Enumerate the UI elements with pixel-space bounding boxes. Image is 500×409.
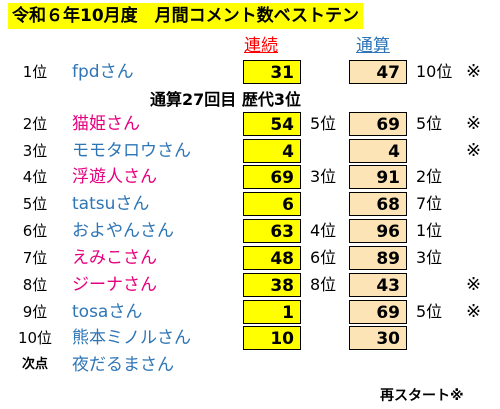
total-count: 68 [349, 192, 407, 216]
total-header: 通算 [356, 36, 390, 56]
total-rank: 3位 [416, 248, 443, 267]
commenter-name: モモタロウさん [72, 141, 191, 161]
consecutive-count: 6 [243, 192, 301, 216]
milestone-note: 通算27回目 歴代3位 [150, 90, 301, 109]
commenter-name: 夜だるまさん [72, 355, 174, 375]
table-row: 7位 えみこさん 48 6位 89 3位 [0, 245, 500, 271]
rank-label: 5位 [22, 195, 48, 213]
rank-label: 6位 [22, 222, 48, 240]
restart-note: 再スタート※ [380, 388, 464, 404]
commenter-name: tosaさん [72, 302, 143, 322]
commenter-name: 熊本ミノルさん [72, 328, 191, 348]
commenter-name: 浮遊人さん [72, 167, 157, 187]
restart-mark: ※ [466, 113, 482, 134]
commenter-name: およやんさん [72, 221, 174, 241]
page-title: 令和６年10月度 月間コメント数ベストテン [8, 3, 363, 29]
commenter-name: fpdさん [72, 62, 134, 82]
table-row: 1位 fpdさん 31 47 10位 ※ [0, 59, 500, 85]
table-row: 10位 熊本ミノルさん 10 30 [0, 325, 500, 351]
total-rank: 10位 [416, 62, 453, 81]
consecutive-rank: 8位 [310, 275, 337, 294]
rank-label: 9位 [22, 303, 48, 321]
total-count: 4 [349, 139, 407, 163]
table-row: 3位 モモタロウさん 4 4 ※ [0, 138, 500, 164]
rank-label: 4位 [22, 168, 48, 186]
rank-label: 2位 [22, 115, 48, 133]
consecutive-count: 31 [243, 60, 301, 84]
consecutive-rank: 5位 [310, 114, 337, 133]
consecutive-rank: 6位 [310, 248, 337, 267]
rank-label: 3位 [22, 142, 48, 160]
table-row: 4位 浮遊人さん 69 3位 91 2位 [0, 164, 500, 190]
consecutive-count: 10 [243, 326, 301, 350]
commenter-name: えみこさん [72, 248, 157, 268]
commenter-name: tatsuさん [72, 194, 150, 214]
rank-label: 次点 [21, 357, 48, 372]
total-rank: 5位 [416, 302, 443, 321]
restart-mark: ※ [466, 274, 482, 295]
total-count: 91 [349, 165, 407, 189]
total-rank: 1位 [416, 221, 443, 240]
consecutive-count: 69 [243, 165, 301, 189]
total-rank: 5位 [416, 114, 443, 133]
consecutive-count: 48 [243, 246, 301, 270]
rank-label: 7位 [22, 249, 48, 267]
total-count: 96 [349, 219, 407, 243]
table-row: 6位 およやんさん 63 4位 96 1位 [0, 218, 500, 244]
consecutive-header: 連続 [244, 36, 278, 56]
total-count: 69 [349, 112, 407, 136]
total-count: 69 [349, 300, 407, 324]
restart-mark: ※ [466, 140, 482, 161]
consecutive-count: 38 [243, 273, 301, 297]
total-count: 89 [349, 246, 407, 270]
table-row: 5位 tatsuさん 6 68 7位 [0, 191, 500, 217]
consecutive-count: 54 [243, 112, 301, 136]
consecutive-rank: 3位 [310, 167, 337, 186]
total-count: 43 [349, 273, 407, 297]
rank-label: 1位 [22, 63, 48, 81]
rank-label: 8位 [22, 276, 48, 294]
total-rank: 2位 [416, 167, 443, 186]
table-row: 2位 猫姫さん 54 5位 69 5位 ※ [0, 111, 500, 137]
commenter-name: ジーナさん [72, 275, 157, 295]
restart-mark: ※ [466, 61, 482, 82]
consecutive-rank: 4位 [310, 221, 337, 240]
total-count: 47 [349, 60, 407, 84]
table-row: 次点 夜だるまさん [0, 352, 500, 378]
consecutive-count: 1 [243, 300, 301, 324]
total-count: 30 [349, 326, 407, 350]
total-rank: 7位 [416, 194, 443, 213]
commenter-name: 猫姫さん [72, 114, 140, 134]
table-row: 9位 tosaさん 1 69 5位 ※ [0, 299, 500, 325]
rank-label: 10位 [17, 329, 53, 347]
consecutive-count: 63 [243, 219, 301, 243]
consecutive-count: 4 [243, 139, 301, 163]
table-row: 8位 ジーナさん 38 8位 43 ※ [0, 272, 500, 298]
restart-mark: ※ [466, 301, 482, 322]
